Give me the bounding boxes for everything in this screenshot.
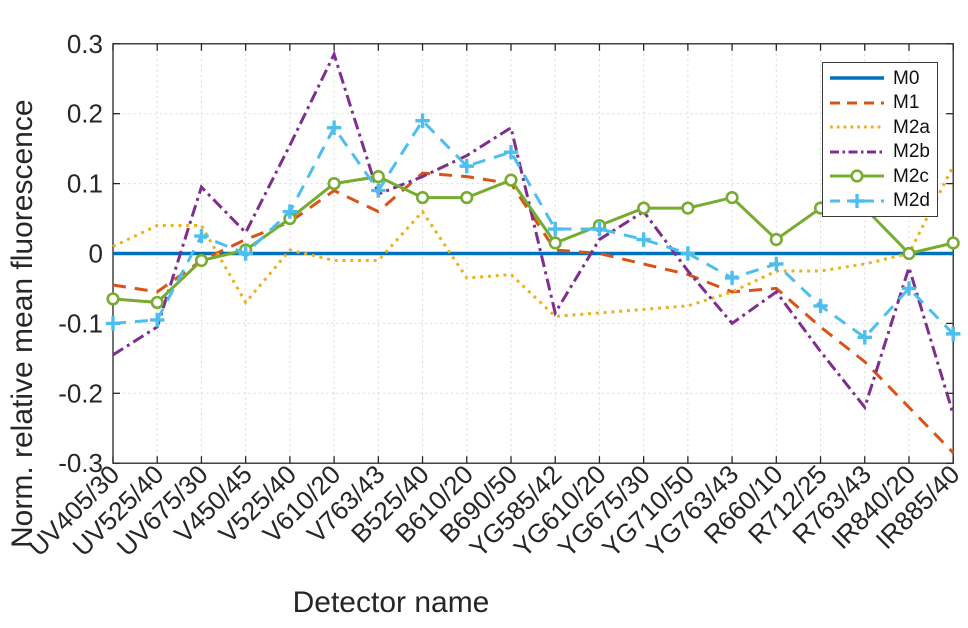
y-tick-labels: -0.3 -0.2 -0.1 0 0.1 0.2 0.3	[58, 29, 103, 478]
marker-plus	[548, 221, 563, 237]
marker-plus	[459, 158, 474, 174]
marker-plus	[503, 144, 519, 160]
legend-sample-M0	[830, 76, 884, 80]
marker-circle	[548, 236, 562, 250]
y-tick-label: 0.3	[67, 29, 103, 59]
y-tick-label: -0.2	[58, 378, 103, 408]
y-tick-label: 0.1	[67, 169, 103, 199]
marker-circle	[106, 292, 120, 306]
marker-plus	[105, 316, 121, 331]
legend-label-M2a: M2a	[893, 116, 930, 138]
marker-plus	[901, 281, 917, 296]
series-M2b	[112, 50, 955, 415]
marker-circle	[769, 232, 783, 247]
legend-item-M2d: M2d	[823, 189, 937, 212]
marker-circle	[681, 201, 695, 215]
marker-plus	[946, 326, 961, 342]
legend-sample-M2a	[830, 125, 884, 129]
legend-sample-M1	[830, 101, 884, 105]
legend-label-M1: M1	[893, 92, 920, 114]
legend-item-M1: M1	[823, 91, 937, 114]
marker-circle	[415, 190, 430, 205]
marker-plus	[371, 183, 386, 198]
legend-sample-M2c	[830, 169, 884, 183]
legend-item-M0: M0	[823, 67, 937, 90]
legend-sample-M2d	[830, 193, 884, 208]
legend-label-M2c: M2c	[893, 165, 929, 187]
x-tick-labels: UV405/30UV525/40UV675/30V450/45V525/40V6…	[22, 459, 965, 563]
marker-circle	[725, 190, 739, 205]
legend-label-M2d: M2d	[893, 190, 930, 212]
marker-plus	[857, 330, 872, 345]
series-M2b-line	[112, 50, 955, 415]
y-tick-label: 0	[89, 239, 103, 269]
series-M2d	[105, 113, 961, 345]
marker-circle	[327, 177, 341, 191]
marker-plus	[724, 270, 740, 286]
y-tick-label: -0.1	[58, 308, 103, 338]
marker-circle	[150, 295, 164, 310]
marker-plus	[636, 232, 651, 247]
marker-plus	[592, 221, 607, 237]
marker-circle	[946, 236, 960, 250]
legend-label-M0: M0	[893, 67, 920, 89]
marker-plus	[769, 256, 784, 272]
legend-sample-M2b	[830, 150, 884, 154]
marker-plus	[282, 204, 298, 219]
marker-plus	[680, 246, 696, 261]
marker-plus	[813, 298, 828, 314]
marker-plus	[326, 120, 342, 135]
marker-circle	[460, 190, 474, 205]
marker-plus	[238, 246, 253, 261]
marker-circle	[194, 253, 209, 268]
legend: M0 M1 M2a M2b M2c M2d	[822, 62, 938, 217]
marker-circle	[902, 246, 916, 261]
marker-circle	[637, 201, 651, 215]
y-tick-label: 0.2	[67, 99, 103, 129]
marker-plus	[194, 228, 209, 244]
legend-item-M2c: M2c	[823, 165, 937, 188]
legend-label-M2b: M2b	[893, 141, 930, 163]
legend-item-M2b: M2b	[823, 140, 937, 163]
marker-plus	[415, 113, 430, 128]
y-tick-label: -0.3	[58, 448, 103, 478]
legend-item-M2a: M2a	[823, 116, 937, 139]
marker-circle	[371, 170, 385, 184]
y-axis-label: Norm. relative mean fluorescence	[6, 99, 39, 548]
marker-plus	[150, 312, 165, 328]
marker-circle	[504, 173, 518, 187]
